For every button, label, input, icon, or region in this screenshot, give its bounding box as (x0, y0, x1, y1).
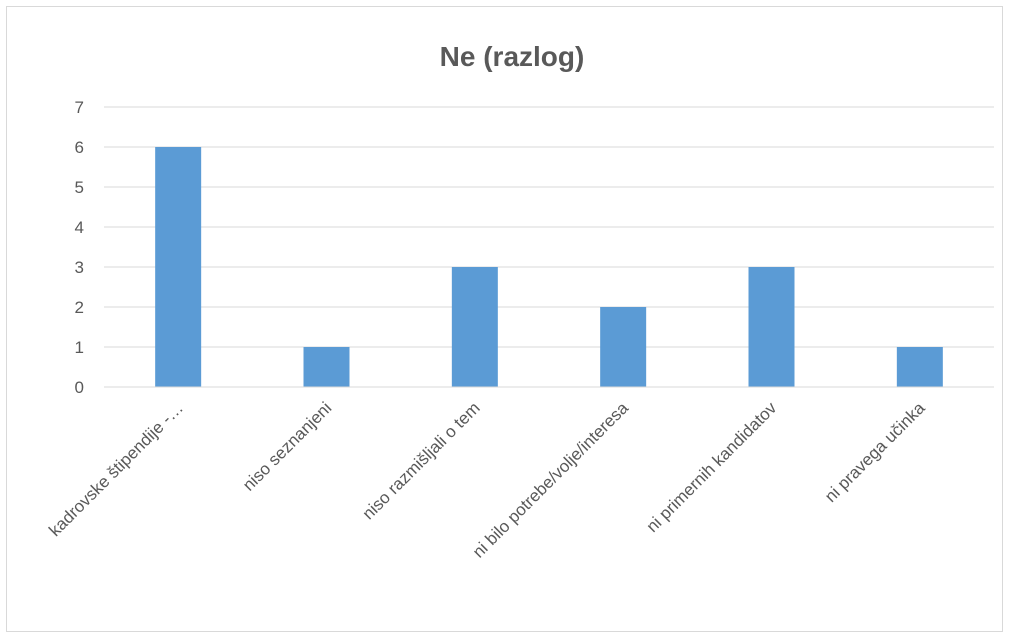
y-tick-label: 4 (75, 218, 84, 237)
bar (303, 347, 350, 387)
chart-title: Ne (razlog) (440, 41, 585, 72)
bar (896, 347, 943, 387)
x-tick-label: ni primernih kandidatov (643, 398, 781, 536)
x-tick-label: ni bilo potrebe/volje/interesa (469, 398, 633, 562)
y-tick-label: 5 (75, 178, 84, 197)
y-tick-label: 6 (75, 138, 84, 157)
bar (155, 147, 202, 387)
x-tick-label: kadrovske štipendije -… (45, 398, 187, 540)
bar (600, 307, 647, 387)
bar (451, 267, 498, 387)
bar (748, 267, 795, 387)
x-tick-label: niso razmišljali o tem (359, 398, 484, 523)
y-tick-label: 2 (75, 298, 84, 317)
y-tick-label: 3 (75, 258, 84, 277)
gridlines (104, 106, 994, 348)
bars (155, 147, 943, 387)
y-tick-label: 7 (75, 98, 84, 117)
y-axis-ticks: 0 1 2 3 4 5 6 7 (75, 98, 84, 397)
x-axis-labels: kadrovske štipendije -… niso seznanjeni ni… (45, 398, 929, 562)
x-tick-label: niso seznanjeni (239, 398, 335, 494)
y-tick-label: 1 (75, 338, 84, 357)
x-tick-label: ni pravega učinka (821, 398, 929, 506)
y-tick-label: 0 (75, 378, 84, 397)
